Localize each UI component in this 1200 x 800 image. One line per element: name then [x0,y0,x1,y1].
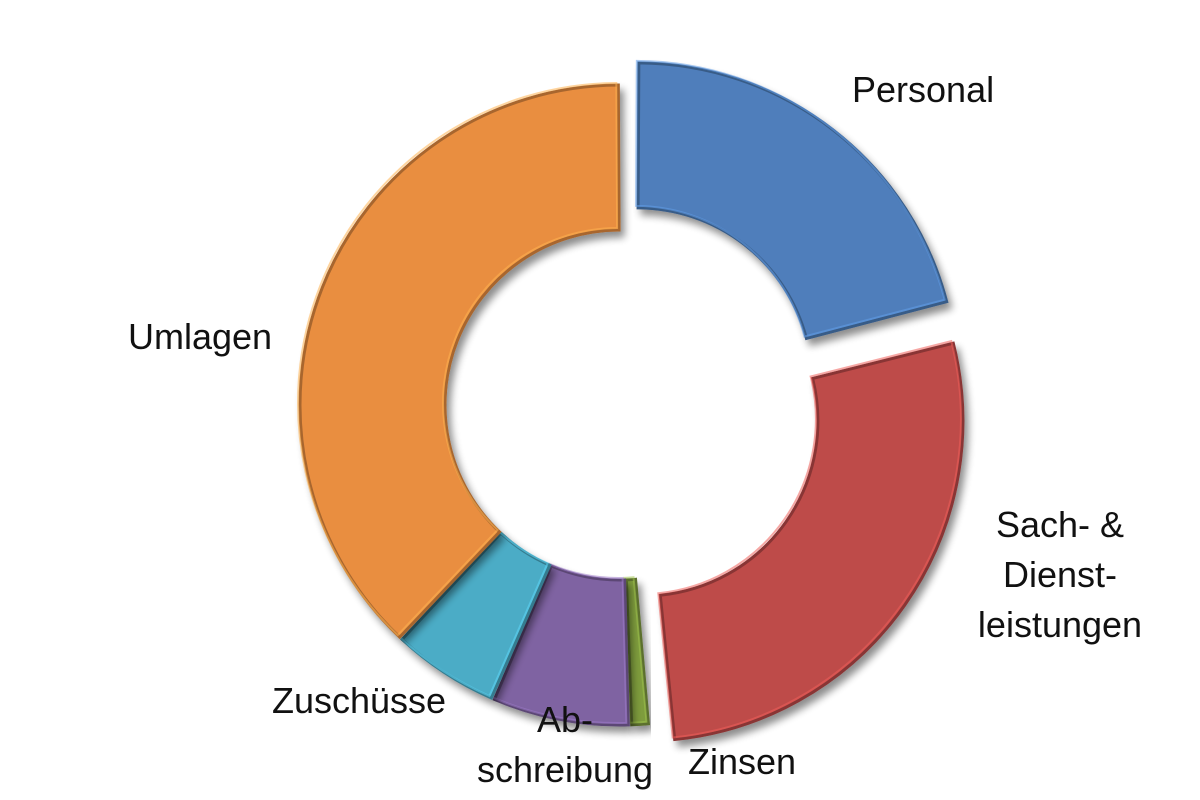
slice-label: Personal [852,69,994,110]
slice-label-line: Umlagen [128,316,272,357]
slice-sach-dienstleistungen [658,341,965,742]
slice-label-line: Sach- & [996,504,1124,545]
slice-label-line: Personal [852,69,994,110]
slice-label: Zuschüsse [272,680,446,721]
slice-label-line: schreibung [477,749,653,790]
slice-abschreibung [492,564,630,727]
slice-label-line: Dienst- [1003,554,1117,595]
slice-label-line: Ab- [537,699,593,740]
slice-label: Zinsen [688,741,796,782]
slice-label: Sach- & Dienst-leistungen [978,504,1142,645]
slice-label: Umlagen [128,316,272,357]
slice-label-line: Zinsen [688,741,796,782]
slice-label-line: Zuschüsse [272,680,446,721]
slice-highlight [657,339,962,739]
slice-label-line: leistungen [978,604,1142,645]
slice-highlight [297,81,619,637]
slice-label: Ab-schreibung [477,699,653,790]
slice-umlagen [298,83,621,640]
slice-highlight [635,59,946,338]
slice-highlight [623,576,648,724]
